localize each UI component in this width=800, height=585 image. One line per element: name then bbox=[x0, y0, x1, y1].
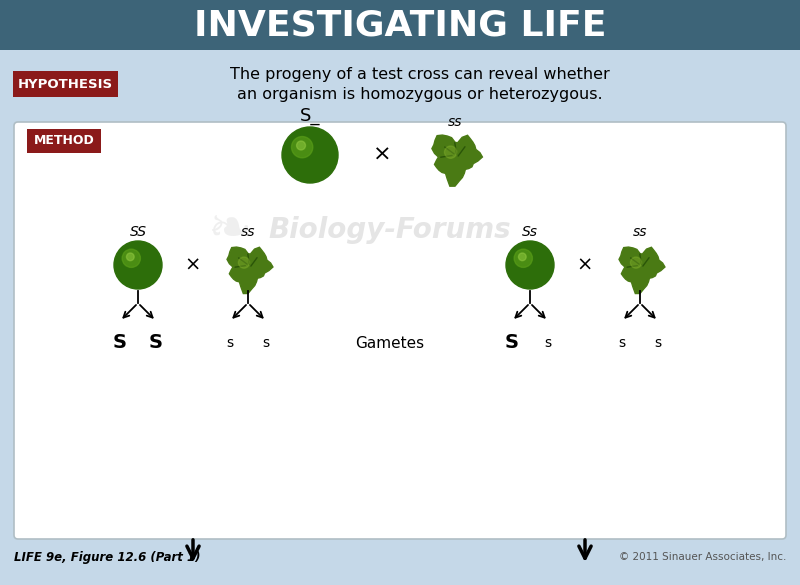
Text: METHOD: METHOD bbox=[34, 135, 94, 147]
Text: an organism is homozygous or heterozygous.: an organism is homozygous or heterozygou… bbox=[237, 87, 603, 102]
Text: ss: ss bbox=[633, 225, 647, 239]
Text: The progeny of a test cross can reveal whether: The progeny of a test cross can reveal w… bbox=[230, 67, 610, 81]
Circle shape bbox=[282, 127, 338, 183]
Circle shape bbox=[122, 249, 141, 267]
FancyBboxPatch shape bbox=[27, 129, 101, 153]
Text: LIFE 9e, Figure 12.6 (Part 1): LIFE 9e, Figure 12.6 (Part 1) bbox=[14, 550, 201, 563]
Polygon shape bbox=[432, 135, 482, 186]
Text: ×: × bbox=[373, 145, 392, 165]
Text: Gametes: Gametes bbox=[355, 336, 425, 350]
Text: S: S bbox=[113, 333, 127, 353]
Text: s: s bbox=[654, 336, 662, 350]
Text: Biology-Forums: Biology-Forums bbox=[269, 216, 511, 244]
Text: © 2011 Sinauer Associates, Inc.: © 2011 Sinauer Associates, Inc. bbox=[618, 552, 786, 562]
Circle shape bbox=[297, 141, 306, 150]
Circle shape bbox=[445, 146, 457, 159]
Text: S_: S_ bbox=[300, 107, 320, 125]
Text: ×: × bbox=[577, 256, 593, 274]
Circle shape bbox=[630, 257, 642, 268]
Text: HYPOTHESIS: HYPOTHESIS bbox=[18, 77, 113, 91]
Circle shape bbox=[506, 241, 554, 289]
Text: s: s bbox=[226, 336, 234, 350]
Circle shape bbox=[238, 257, 250, 268]
Circle shape bbox=[518, 253, 526, 261]
Text: INVESTIGATING LIFE: INVESTIGATING LIFE bbox=[194, 8, 606, 42]
Circle shape bbox=[114, 241, 162, 289]
Text: s: s bbox=[262, 336, 270, 350]
Text: SS: SS bbox=[130, 225, 146, 239]
Text: ss: ss bbox=[448, 115, 462, 129]
Text: S: S bbox=[149, 333, 163, 353]
Text: Ss: Ss bbox=[522, 225, 538, 239]
FancyBboxPatch shape bbox=[13, 71, 118, 97]
Text: S: S bbox=[505, 333, 519, 353]
Bar bbox=[0, 0, 800, 50]
Text: s: s bbox=[545, 336, 551, 350]
Text: ❧: ❧ bbox=[208, 204, 252, 256]
Bar bbox=[0, 50, 800, 118]
Polygon shape bbox=[227, 247, 273, 294]
Text: ss: ss bbox=[241, 225, 255, 239]
Circle shape bbox=[514, 249, 533, 267]
Circle shape bbox=[126, 253, 134, 261]
Text: ×: × bbox=[185, 256, 201, 274]
FancyBboxPatch shape bbox=[14, 122, 786, 539]
Circle shape bbox=[291, 136, 313, 158]
Polygon shape bbox=[619, 247, 665, 294]
Text: s: s bbox=[618, 336, 626, 350]
